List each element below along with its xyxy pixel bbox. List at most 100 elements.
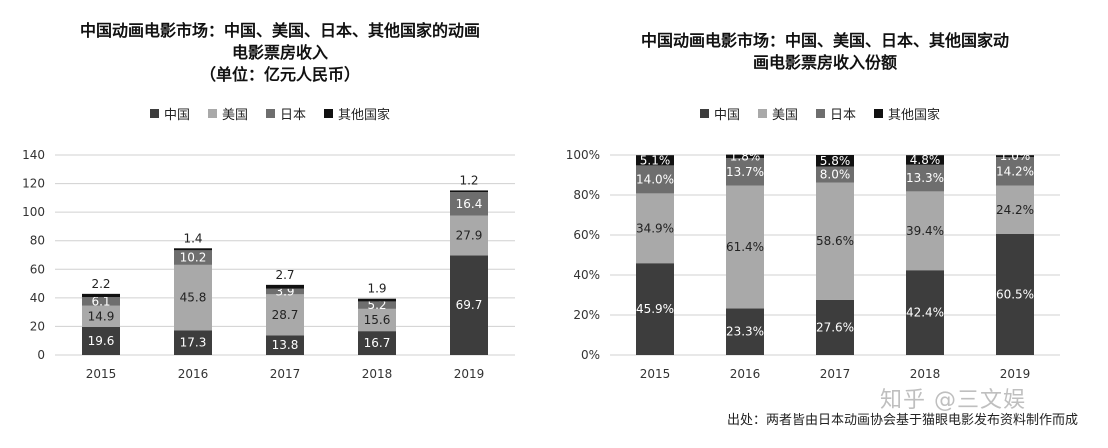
legend-swatch-china bbox=[150, 109, 159, 118]
bar-segment-usa bbox=[358, 308, 396, 332]
data-label-other: 4.8% bbox=[910, 153, 941, 167]
bar-segment-china bbox=[636, 263, 674, 355]
data-label-other: 1.2 bbox=[459, 173, 478, 187]
data-label-usa: 34.9% bbox=[636, 221, 674, 235]
x-tick-label: 2018 bbox=[362, 367, 393, 381]
bar-segment-other bbox=[266, 284, 304, 289]
data-label-usa: 14.9 bbox=[88, 309, 115, 323]
chart2-title: 中国动画电影市场：中国、美国、日本、其他国家动 画电影票房收入份额 bbox=[560, 30, 1090, 74]
legend-item-china: 中国 bbox=[700, 104, 740, 123]
legend-swatch-usa bbox=[208, 109, 218, 118]
bar-segment-usa bbox=[996, 185, 1034, 234]
bar-segment-usa bbox=[726, 185, 764, 309]
legend-label-other: 其他国家 bbox=[338, 108, 391, 123]
bar-segment-other bbox=[726, 154, 764, 159]
chart1-title: 中国动画电影市场：中国、美国、日本、其他国家的动画 电影票房收入 （单位：亿元人… bbox=[10, 20, 550, 86]
data-label-other: 1.8% bbox=[730, 149, 761, 163]
legend-label-japan: 日本 bbox=[280, 108, 307, 123]
bar-segment-china bbox=[726, 308, 764, 355]
source-note: 出处：两者皆由日本动画协会基于猫眼电影发布资料制作而成 bbox=[726, 413, 1078, 428]
legend-item-china: 中国 bbox=[150, 104, 190, 123]
chart2-title-line1: 中国动画电影市场：中国、美国、日本、其他国家动 bbox=[640, 31, 1009, 50]
data-label-usa: 24.2% bbox=[996, 203, 1034, 217]
chart2-legend: 中国 美国 日本 其他国家 bbox=[700, 104, 940, 123]
bar-segment-china bbox=[450, 255, 488, 355]
bar-segment-usa bbox=[82, 305, 120, 327]
legend-swatch-japan bbox=[266, 109, 276, 118]
y-tick-label: 60 bbox=[30, 262, 45, 276]
chart1-legend: 中国 美国 日本 其他国家 bbox=[150, 104, 390, 123]
legend-item-usa: 美国 bbox=[208, 104, 248, 123]
bar-segment-japan bbox=[82, 297, 120, 306]
x-tick-label: 2016 bbox=[730, 367, 761, 381]
bar-segment-other bbox=[906, 155, 944, 165]
y-tick-label: 80 bbox=[30, 234, 45, 248]
y-tick-label: 120 bbox=[22, 177, 45, 191]
bar-segment-japan bbox=[450, 192, 488, 216]
bar-segment-other bbox=[82, 293, 120, 297]
x-tick-label: 2018 bbox=[910, 367, 941, 381]
bar-segment-other bbox=[358, 298, 396, 302]
data-label-china: 17.3 bbox=[180, 336, 207, 350]
x-tick-label: 2019 bbox=[1000, 367, 1031, 381]
legend-label-china: 中国 bbox=[164, 108, 191, 123]
x-tick-label: 2015 bbox=[640, 367, 671, 381]
bar-segment-other bbox=[174, 248, 212, 251]
x-tick-label: 2017 bbox=[270, 367, 301, 381]
bar-segment-japan bbox=[996, 157, 1034, 186]
data-label-usa: 39.4% bbox=[906, 224, 944, 238]
data-label-japan: 8.0% bbox=[820, 168, 851, 182]
chart1-title-line1: 中国动画电影市场：中国、美国、日本、其他国家的动画 bbox=[79, 21, 480, 40]
y-tick-label: 40 bbox=[30, 291, 45, 305]
data-label-japan: 10.2 bbox=[180, 251, 207, 265]
bar-segment-japan bbox=[266, 288, 304, 295]
y-tick-label: 0 bbox=[37, 348, 45, 362]
x-tick-label: 2016 bbox=[178, 367, 209, 381]
y-tick-label: 40% bbox=[573, 268, 600, 282]
bar-segment-japan bbox=[906, 164, 944, 192]
data-label-usa: 61.4% bbox=[726, 240, 764, 254]
bar-segment-other bbox=[636, 155, 674, 166]
bar-segment-china bbox=[906, 270, 944, 355]
data-label-japan: 6.1 bbox=[91, 294, 110, 308]
data-label-china: 45.9% bbox=[636, 302, 674, 316]
legend-item-japan: 日本 bbox=[266, 104, 306, 123]
data-label-japan: 14.2% bbox=[996, 164, 1034, 178]
legend-label-usa: 美国 bbox=[772, 108, 799, 123]
bar-segment-japan bbox=[636, 165, 674, 194]
bar-segment-usa bbox=[636, 193, 674, 264]
bar-segment-japan bbox=[726, 158, 764, 186]
data-label-other: 5.8% bbox=[820, 154, 851, 168]
x-tick-label: 2017 bbox=[820, 367, 851, 381]
legend-label-japan: 日本 bbox=[830, 108, 857, 123]
data-label-other: 1.0% bbox=[1000, 149, 1031, 163]
legend-swatch-other bbox=[874, 109, 884, 118]
legend-item-other: 其他国家 bbox=[874, 104, 940, 123]
data-label-japan: 5.2 bbox=[367, 298, 386, 312]
bar-segment-china bbox=[82, 327, 120, 355]
bar-segment-other bbox=[996, 155, 1034, 158]
legend-label-usa: 美国 bbox=[222, 108, 249, 123]
data-label-usa: 27.9 bbox=[456, 229, 483, 243]
chart1-plot: 0 20 40 60 80 100 120 140 19.6 14.96.1 2.2 2015 17.3… bbox=[22, 148, 515, 381]
data-label-china: 23.3% bbox=[726, 325, 764, 339]
y-tick-label: 100 bbox=[22, 205, 45, 219]
legend-swatch-japan bbox=[816, 109, 826, 118]
y-tick-label: 100% bbox=[566, 148, 600, 162]
data-label-usa: 15.6 bbox=[364, 313, 391, 327]
bar-segment-japan bbox=[174, 250, 212, 265]
bar-segment-china bbox=[174, 330, 212, 355]
y-tick-label: 140 bbox=[22, 148, 45, 162]
data-label-japan: 13.7% bbox=[726, 165, 764, 179]
y-tick-label: 80% bbox=[573, 188, 600, 202]
x-tick-label: 2019 bbox=[454, 367, 485, 381]
data-label-china: 27.6% bbox=[816, 320, 854, 334]
bar-segment-china bbox=[816, 299, 854, 355]
y-tick-label: 20 bbox=[30, 319, 45, 333]
data-label-china: 13.8 bbox=[272, 338, 299, 352]
chart2-plot: 0% 20% 40% 60% 80% 100% 45.9% 34.9% 14.0% 5.1% 201… bbox=[566, 148, 1060, 381]
data-label-other: 2.7 bbox=[275, 268, 294, 282]
bar-segment-japan bbox=[358, 301, 396, 309]
x-tick-label: 2015 bbox=[86, 367, 117, 381]
data-label-other: 5.1% bbox=[640, 153, 671, 167]
